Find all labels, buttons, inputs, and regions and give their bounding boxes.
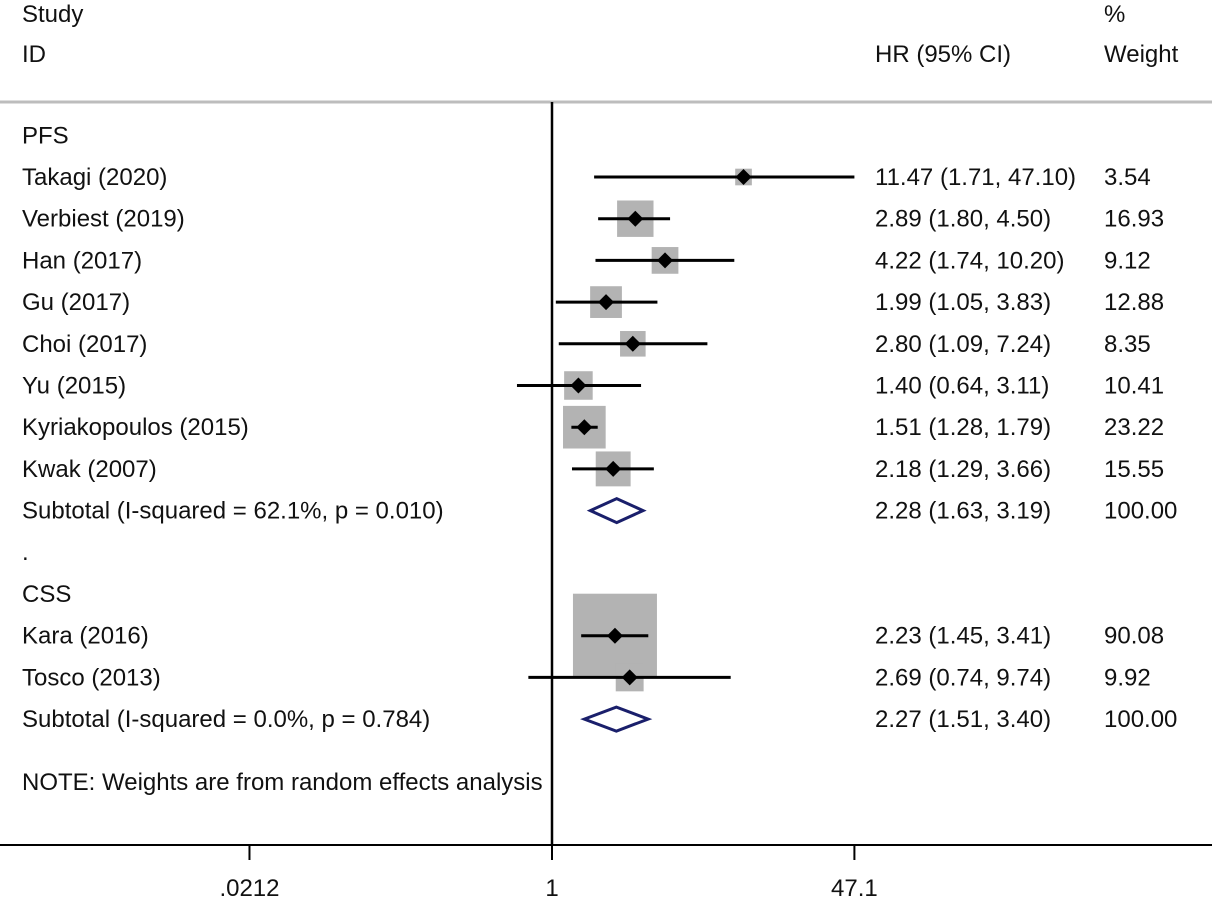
study-label: Verbiest (2019) (22, 206, 185, 233)
weight-value: 9.92 (1104, 664, 1151, 691)
subtotal-diamond (586, 496, 647, 525)
subtotal-label: Subtotal (I-squared = 62.1%, p = 0.010) (22, 498, 444, 525)
study-label: Tosco (2013) (22, 664, 161, 691)
hr-ci-value: 4.22 (1.74, 10.20) (875, 247, 1064, 274)
weight-value: 10.41 (1104, 373, 1164, 400)
weight-value: 3.54 (1104, 164, 1151, 191)
point-estimate (598, 294, 615, 311)
weight-value: 8.35 (1104, 331, 1151, 358)
study-label: Han (2017) (22, 247, 142, 274)
point-estimate (657, 252, 674, 269)
subgroup-heading: CSS (22, 581, 71, 608)
subtotal-label: Subtotal (I-squared = 0.0%, p = 0.784) (22, 706, 430, 733)
x-tick-label: 1 (545, 875, 558, 897)
hr-ci-value: 2.18 (1.29, 3.66) (875, 456, 1051, 483)
point-estimate (570, 377, 587, 394)
subtotal-diamond (580, 705, 653, 733)
subtotal-weight: 100.00 (1104, 706, 1177, 733)
weights-note: NOTE: Weights are from random effects an… (22, 769, 543, 796)
hr-ci-value: 11.47 (1.71, 47.10) (875, 164, 1076, 191)
x-tick-label: .0212 (219, 875, 279, 897)
study-label: Takagi (2020) (22, 164, 167, 191)
point-estimate (606, 627, 623, 644)
point-estimate (735, 169, 752, 185)
study-rows: PFS Takagi (2020) 11.47 (1.71, 47.10) 3.54 V… (22, 122, 1177, 733)
hr-ci-value: 2.80 (1.09, 7.24) (875, 331, 1051, 358)
study-label: Yu (2015) (22, 373, 126, 400)
header-percent: % (1104, 1, 1125, 28)
study-label: Kyriakopoulos (2015) (22, 414, 249, 441)
subtotal-weight: 100.00 (1104, 498, 1177, 525)
subtotal-hr-ci: 2.27 (1.51, 3.40) (875, 706, 1051, 733)
hr-ci-value: 2.23 (1.45, 3.41) (875, 623, 1051, 650)
weight-value: 9.12 (1104, 247, 1151, 274)
study-label: Kwak (2007) (22, 456, 157, 483)
subgroup-heading: PFS (22, 122, 69, 149)
point-estimate (624, 335, 641, 352)
hr-ci-value: 2.89 (1.80, 4.50) (875, 206, 1051, 233)
header-study: Study (22, 1, 83, 28)
point-estimate (605, 460, 622, 477)
point-estimate (576, 419, 593, 436)
hr-ci-value: 2.69 (0.74, 9.74) (875, 664, 1051, 691)
weight-value: 15.55 (1104, 456, 1164, 483)
point-estimate (621, 669, 638, 686)
subgroup-separator: . (22, 539, 29, 566)
x-ticks: .0212 1 47.1 (219, 845, 878, 897)
study-label: Kara (2016) (22, 623, 149, 650)
subtotal-hr-ci: 2.28 (1.63, 3.19) (875, 498, 1051, 525)
hr-ci-value: 1.40 (0.64, 3.11) (875, 373, 1049, 400)
hr-ci-value: 1.99 (1.05, 3.83) (875, 289, 1051, 316)
weight-value: 16.93 (1104, 206, 1164, 233)
weight-value: 23.22 (1104, 414, 1164, 441)
header-id: ID (22, 41, 46, 68)
study-label: Gu (2017) (22, 289, 130, 316)
x-tick-label: 47.1 (831, 875, 878, 897)
weight-value: 90.08 (1104, 623, 1164, 650)
header-hr: HR (95% CI) (875, 41, 1011, 68)
study-label: Choi (2017) (22, 331, 147, 358)
point-estimate (627, 210, 644, 227)
weight-value: 12.88 (1104, 289, 1164, 316)
hr-ci-value: 1.51 (1.28, 1.79) (875, 414, 1051, 441)
header-weight: Weight (1104, 41, 1179, 68)
